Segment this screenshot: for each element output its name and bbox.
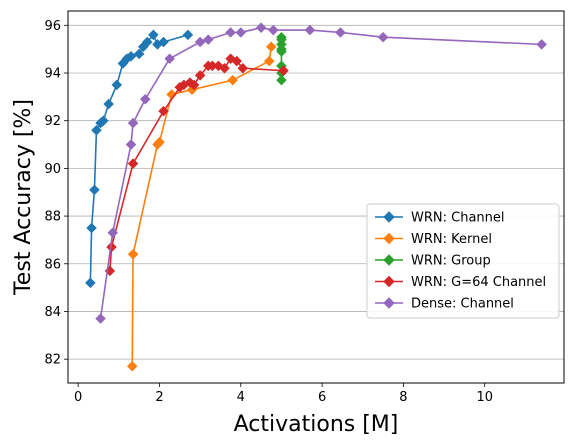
data-point (98, 115, 109, 127)
y-tick-label: 84 (44, 305, 61, 320)
legend-label: WRN: Kernel (411, 232, 492, 247)
data-point (86, 222, 97, 234)
data-point (255, 22, 267, 34)
legend-label: WRN: G=64 Channel (411, 275, 546, 290)
series-0 (85, 29, 194, 289)
data-point (127, 248, 139, 260)
plot-frame (67, 10, 565, 384)
legend-marker (383, 254, 395, 266)
legend-label: WRN: Channel (411, 211, 505, 226)
data-point (194, 36, 206, 48)
series-line (99, 26, 542, 319)
data-point (141, 36, 153, 48)
data-point (89, 184, 100, 196)
series-1 (126, 41, 277, 372)
data-point (194, 70, 206, 81)
legend: WRN: Channel WRN: Kernel WRN: Group WRN: G=… (366, 203, 560, 319)
series-line (131, 46, 273, 367)
data-point (126, 360, 138, 372)
x-tick-label: 2 (155, 390, 163, 405)
data-point (227, 74, 239, 86)
data-point (154, 136, 165, 148)
data-point (235, 27, 247, 38)
x-tick-label: 4 (237, 390, 245, 405)
data-point (164, 53, 175, 65)
data-point (278, 65, 289, 76)
data-point (335, 27, 346, 38)
legend-entry: WRN: Group (375, 254, 491, 269)
y-tick-label: 82 (44, 353, 61, 368)
y-tick-label: 96 (44, 19, 61, 34)
legend-box (366, 203, 560, 319)
data-point (265, 41, 277, 53)
data-point (377, 31, 389, 43)
data-point (231, 55, 243, 67)
axis-ticks: 82 84 86 88 90 92 94 96 0 2 4 6 8 10 (44, 19, 493, 405)
data-point (276, 74, 287, 86)
grid-lines (68, 24, 564, 360)
legend-marker (383, 211, 395, 223)
data-point (103, 98, 115, 110)
x-tick-label: 8 (399, 390, 407, 405)
data-point (225, 27, 236, 38)
data-point (125, 50, 137, 62)
legend-label: Dense: Channel (411, 297, 514, 312)
data-point (127, 117, 139, 129)
series-3 (104, 53, 289, 277)
x-tick-label: 10 (476, 390, 493, 405)
x-axis-label: Activations [M] (234, 412, 399, 437)
series-line (89, 34, 189, 283)
x-tick-label: 0 (74, 390, 82, 405)
legend-label: WRN: Group (411, 254, 491, 269)
data-point (263, 55, 275, 67)
data-point (85, 277, 96, 289)
y-tick-label: 92 (44, 114, 61, 129)
data-point (219, 62, 230, 74)
data-point (106, 241, 117, 253)
series-2 (276, 31, 287, 86)
legend-marker (383, 232, 395, 245)
legend-entry: WRN: Kernel (375, 232, 492, 247)
data-point (158, 105, 169, 117)
y-tick-label: 88 (44, 210, 61, 225)
data-point (111, 79, 123, 91)
y-axis-label: Test Accuracy [%] (11, 99, 36, 296)
data-point (125, 139, 137, 150)
legend-entry: WRN: G=64 Channel (375, 275, 546, 290)
data-point (202, 34, 214, 45)
data-point (276, 31, 287, 43)
data-point (133, 48, 145, 60)
legend-entry: Dense: Channel (375, 297, 514, 312)
y-tick-label: 86 (44, 257, 61, 272)
legend-marker (383, 297, 395, 309)
data-point (95, 313, 106, 324)
x-tick-label: 6 (318, 390, 326, 405)
data-point (158, 36, 169, 48)
data-point (127, 158, 139, 169)
y-tick-label: 94 (44, 67, 61, 82)
data-point (237, 62, 249, 74)
y-tick-label: 90 (44, 162, 61, 177)
data-point (139, 93, 151, 105)
data-point (304, 24, 316, 36)
data-point (91, 124, 102, 136)
data-point (182, 29, 194, 41)
data-point (267, 24, 279, 36)
series-4 (95, 22, 547, 324)
data-point (148, 29, 159, 41)
data-point (188, 79, 200, 91)
legend-marker (383, 275, 395, 288)
legend-entry: WRN: Channel (375, 211, 505, 226)
data-point (107, 227, 119, 239)
data-point (536, 39, 547, 50)
plot-series (85, 22, 547, 372)
